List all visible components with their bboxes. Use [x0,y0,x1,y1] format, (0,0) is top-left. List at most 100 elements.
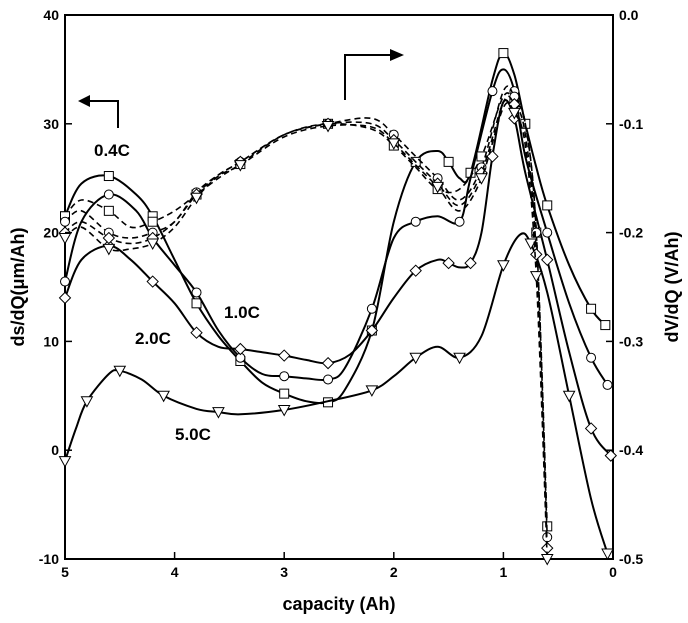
series-1-0c-point [586,352,597,363]
series-5-0c-point [453,352,466,365]
series-2-0c-point [146,275,159,288]
series-5-0c-dv-dq-point [234,160,247,172]
x-tick-label: 0 [609,564,617,580]
series-2-0c-point [277,349,291,362]
series-5-0c-dv-dq-point [508,107,521,120]
series-2-0c-point [58,291,72,305]
annotation-0.4C: 0.4C [94,141,130,160]
series-1-0c-point [279,371,290,382]
y-left-tick-label: 0 [51,442,59,458]
annotation-2.0C: 2.0C [135,329,171,348]
series-1-0c-point [60,276,70,287]
series-2-0c-point [234,342,247,356]
series-0-4c-point [103,171,114,182]
series-2-0c-point [604,449,618,462]
annotation-5.0C: 5.0C [175,425,211,444]
series-5-0c-dv-dq-line [64,101,548,560]
series-5-0c-dv-dq-point [321,120,335,133]
y-right-tick-label: -0.5 [619,551,643,567]
series-5-0c-dv-dq-point [102,243,116,256]
ticks-layer: 5 4 3 2 1 0-10010203040-0.5-0.4-0.3-0.2-0.10.… [39,7,644,580]
series-0-4c-point [542,200,553,211]
series-2-0c-point [464,256,477,270]
right-axis-arrowhead [390,49,404,61]
series-1-0c-point [454,216,465,227]
y-left-tick-label: 10 [43,333,59,349]
series-5-0c-dv-dq-point [540,554,554,566]
series-2-0c-point [541,253,554,267]
series-0-4c-point [600,320,611,331]
series-1-0c-point [366,303,377,314]
y-right-tick-label: 0.0 [619,7,639,23]
y-left-tick-label: 40 [43,7,59,23]
y-right-tick-label: -0.4 [619,442,643,458]
series-2-0c-point [365,324,379,337]
series-2-0c-point [584,422,598,435]
right-axis-arrow [344,54,392,100]
plot-frame [64,14,614,560]
series-0-4c-point [443,156,454,167]
series-0-4c-dv-dq-point [147,216,158,227]
x-tick-label: 5 [61,564,69,580]
series-5-0c-dv-dq-point [475,173,488,185]
y-right-tick-label: -0.2 [619,225,643,241]
series-1-0c-point [487,86,498,97]
y-left-tick-label: 30 [43,116,59,132]
x-tick-label: 4 [171,564,179,580]
series-1-0c-point [410,216,421,227]
annotation-1.0C: 1.0C [224,303,260,322]
series-0-4c-dv-dq-point [103,205,114,216]
x-tick-label: 1 [500,564,508,580]
left-axis-arrowhead [78,95,90,107]
series-2-0c-point [409,264,422,277]
marks-layer [58,48,618,566]
series-0-4c-point [279,388,290,399]
series-5-0c-point [524,238,538,251]
series-5-0c-point [212,407,225,419]
series-5-0c-point [497,260,510,272]
series-1-0c-line [64,68,609,386]
series-5-0c-point [601,548,614,561]
series-5-0c-point [113,365,127,378]
series-1-0c-dv-dq-point [60,216,70,227]
series-0-4c-point [586,303,597,314]
series-1-0c-point [323,374,334,385]
series-1-0c-point [103,189,114,200]
series-2-0c-point [321,356,335,370]
series-5-0c-point [58,456,72,468]
series-0-4c-dv-dq-line [64,92,548,527]
series-5-0c-dv-dq-point [431,181,444,194]
x-tick-label: 2 [390,564,398,580]
series-0-4c-point [498,48,509,59]
series-5-0c-dv-dq-point [58,233,72,245]
series-1-0c-point [602,379,613,390]
y-left-tick-label: 20 [43,225,59,241]
series-5-0c-point [277,404,291,417]
series-5-0c-dv-dq-point [387,138,401,150]
series-1-0c-dv-dq-line [64,85,548,538]
y-left-axis-title: ds/dQ(μm/Ah) [8,227,28,346]
y-right-axis-title: dV/dQ (V/Ah) [662,232,682,343]
series-5-0c-dv-dq-point [190,192,203,205]
series-2-0c-line [64,99,612,457]
series-5-0c-dv-dq-point [529,271,543,283]
x-tick-label: 3 [280,564,288,580]
series-1-0c-point [542,227,553,238]
left-axis-arrow [86,100,119,128]
series-0-4c-point [191,298,202,309]
series-2-0c-point [486,150,499,163]
series-2-0c-dv-dq-point [530,248,543,261]
series-2-0c-point [442,256,455,270]
series-5-0c-point [157,390,170,403]
series-5-0c-point [365,385,379,397]
series-5-0c-line [64,232,609,554]
y-right-tick-label: -0.3 [619,333,643,349]
series-2-0c-dv-dq-point [102,231,116,245]
series-5-0c-point [80,396,94,408]
series-5-0c-point [562,390,576,403]
y-left-tick-label: -10 [39,551,59,567]
series-5-0c-dv-dq-point [146,238,160,251]
y-right-tick-label: -0.1 [619,116,643,132]
